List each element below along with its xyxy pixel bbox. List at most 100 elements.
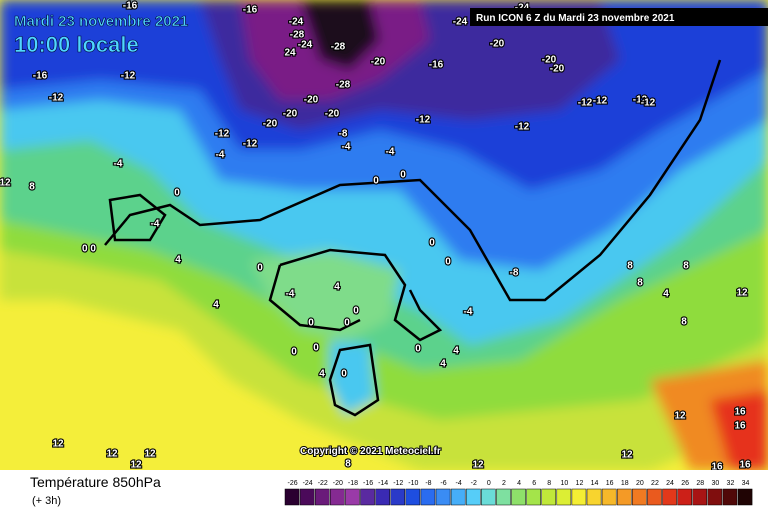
colorbar-label: 28 bbox=[696, 480, 704, 487]
contour-label: 0 bbox=[291, 347, 297, 358]
contour-label: -20 bbox=[263, 119, 278, 130]
contour-label: -20 bbox=[325, 109, 340, 120]
colorbar-swatch bbox=[662, 488, 677, 506]
colorbar-swatch bbox=[360, 488, 375, 506]
colorbar-label: 18 bbox=[621, 480, 629, 487]
footer-subtitle: (+ 3h) bbox=[32, 495, 61, 507]
run-info: Run ICON 6 Z du Mardi 23 novembre 2021 bbox=[476, 13, 675, 24]
temperature-field bbox=[0, 0, 768, 470]
contour-label: 0 bbox=[257, 263, 263, 274]
contour-label: 4 bbox=[175, 255, 181, 266]
contour-label: 8 bbox=[681, 317, 687, 328]
contour-label: -20 bbox=[550, 64, 565, 75]
colorbar-label: -12 bbox=[393, 480, 403, 487]
contour-label: 16 bbox=[734, 407, 746, 418]
contour-labels: -16-16-24-28-24-2824-20-16-20-20-20-24-2… bbox=[0, 0, 752, 474]
contour-label: 0 bbox=[373, 176, 379, 187]
colorbar-label: 32 bbox=[727, 480, 735, 487]
colorbar-swatch bbox=[496, 488, 511, 506]
contour-label: 12 bbox=[144, 449, 156, 460]
colorbar-label: -26 bbox=[287, 480, 297, 487]
contour-label: -4 bbox=[114, 159, 123, 170]
contour-label: 12 bbox=[736, 288, 748, 299]
contour-label: 0 bbox=[313, 343, 319, 354]
run-banner bbox=[470, 8, 768, 26]
colorbar-label: -10 bbox=[408, 480, 418, 487]
contour-label: 12 bbox=[674, 411, 686, 422]
contour-label: 12 bbox=[52, 439, 64, 450]
contour-label: -20 bbox=[542, 55, 557, 66]
colorbar-label: 22 bbox=[651, 480, 659, 487]
colorbar-label: -16 bbox=[363, 480, 373, 487]
colorbar-swatch bbox=[465, 488, 481, 506]
contour-label: 0 bbox=[174, 188, 180, 199]
colorbar-swatch bbox=[330, 488, 345, 506]
contour-label: -16 bbox=[429, 60, 444, 71]
contour-label: -12 bbox=[215, 129, 230, 140]
footer-title: Température 850hPa bbox=[30, 474, 161, 490]
colorbar-label: 12 bbox=[576, 480, 584, 487]
contour-label: 0 bbox=[341, 369, 347, 380]
colorbar-swatch bbox=[450, 488, 466, 506]
colorbar-label: 14 bbox=[591, 480, 599, 487]
contour-label: -4 bbox=[216, 150, 225, 161]
contour-label: -20 bbox=[283, 109, 298, 120]
colorbar-label: 26 bbox=[681, 480, 689, 487]
colorbar-swatch bbox=[647, 488, 662, 506]
colorbar-label: 0 bbox=[487, 480, 491, 487]
contour-label: 4 bbox=[213, 300, 219, 311]
contour-label: 0 bbox=[353, 306, 359, 317]
contour-label: 16 bbox=[739, 460, 751, 471]
contour-label: -12 bbox=[641, 98, 656, 109]
contour-label: -4 bbox=[286, 289, 295, 300]
contour-label: 0 bbox=[445, 257, 451, 268]
contour-label: -20 bbox=[304, 95, 319, 106]
contour-label: 8 bbox=[683, 261, 689, 272]
colorbar-label: 30 bbox=[711, 480, 719, 487]
contour-label: -16 bbox=[243, 5, 258, 16]
colorbar-swatch bbox=[707, 488, 723, 506]
colorbar-label: -2 bbox=[471, 480, 477, 487]
contour-label: 0 bbox=[429, 238, 435, 249]
local-time: 10:00 locale bbox=[14, 32, 139, 57]
colorbar-swatch bbox=[616, 488, 632, 506]
contour-label: -12 bbox=[515, 122, 530, 133]
colorbar-swatch bbox=[405, 488, 421, 506]
contour-label: 16 bbox=[734, 421, 746, 432]
contour-label: 4 bbox=[440, 359, 446, 370]
contour-label: 8 bbox=[345, 459, 351, 470]
colorbar-label: 6 bbox=[532, 480, 536, 487]
colorbar-swatch bbox=[692, 488, 708, 506]
colorbar-swatch bbox=[722, 488, 738, 506]
colorbar-label: -20 bbox=[333, 480, 343, 487]
colorbar-swatch bbox=[526, 488, 541, 506]
colorbar-label: -14 bbox=[378, 480, 388, 487]
colorbar-swatch bbox=[435, 488, 451, 506]
contour-label: -28 bbox=[331, 42, 346, 53]
contour-label: -12 bbox=[49, 93, 64, 104]
colorbar-label: 2 bbox=[502, 480, 506, 487]
colorbar-swatch bbox=[632, 488, 647, 506]
colorbar-label: -18 bbox=[348, 480, 358, 487]
contour-label: -4 bbox=[386, 147, 395, 158]
contour-label: 4 bbox=[334, 282, 340, 293]
colorbar-swatch bbox=[601, 488, 617, 506]
contour-label: 12 bbox=[0, 178, 11, 189]
contour-label: -12 bbox=[121, 71, 136, 82]
colorbar-swatch bbox=[481, 488, 496, 506]
contour-label: 4 bbox=[663, 289, 669, 300]
colorbar-swatch bbox=[556, 488, 572, 506]
contour-label: -4 bbox=[151, 219, 160, 230]
contour-label: 24 bbox=[284, 48, 296, 59]
contour-label: -24 bbox=[298, 40, 313, 51]
colorbar: -26 -24 -22 -20 -18 -16 -14 -12 -10 -8 -6 -4 -2 0 2 4 6 8… bbox=[284, 480, 753, 506]
contour-label: -16 bbox=[33, 71, 48, 82]
contour-label: 4 bbox=[453, 346, 459, 357]
colorbar-swatch bbox=[586, 488, 602, 506]
contour-label: 0 bbox=[344, 318, 350, 329]
colorbar-swatch bbox=[390, 488, 406, 506]
colorbar-label: 10 bbox=[560, 480, 568, 487]
colorbar-swatch bbox=[541, 488, 557, 506]
colorbar-swatch bbox=[299, 488, 315, 506]
